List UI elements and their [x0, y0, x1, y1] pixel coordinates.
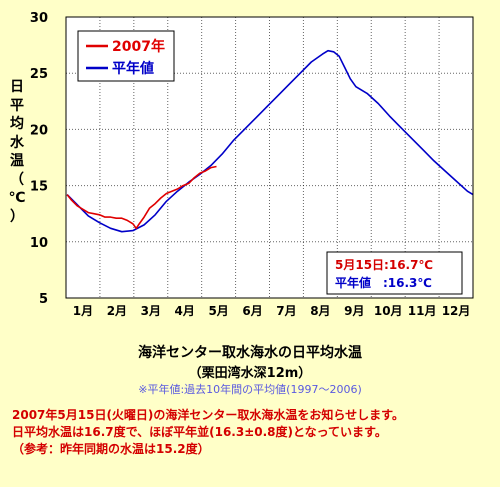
legend-box [77, 30, 175, 82]
notice-line: 日平均水温は16.7度で、ほぼ平年並(16.3±0.8度)となっています。 [12, 425, 387, 439]
y-tick-label: 10 [30, 236, 48, 251]
x-tick-label: 12月 [442, 304, 471, 318]
series-line [66, 165, 217, 230]
x-tick-label: 1月 [73, 304, 93, 318]
notice-text: 2007年5月15日(火曜日)の海洋センター取水海水温をお知らせします。 日平均… [12, 407, 498, 458]
notice-line: （参考：昨年同期の水温は15.2度） [12, 442, 210, 456]
legend-label: 平年値 [112, 60, 154, 77]
y-axis-label-char: ℃ [8, 190, 26, 206]
water-temperature-chart: 5 10 15 20 25 30 1月 2月 3月 4月 5月 6月 7月 8月 9月 10月 11月 12月 20… [30, 11, 474, 318]
infobox [326, 251, 463, 295]
chart-title: 海洋センター取水海水の日平均水温 [138, 345, 362, 361]
y-axis-label-char: ） [10, 208, 24, 225]
notice-line: 2007年5月15日(火曜日)の海洋センター取水海水温をお知らせします。 [12, 408, 404, 422]
y-axis-label-char: 温 [10, 153, 24, 169]
y-tick-label: 30 [30, 11, 48, 26]
y-axis-label-char: 平 [10, 97, 24, 114]
x-tick-label: 8月 [310, 304, 330, 318]
x-tick-label: 9月 [344, 304, 364, 318]
infobox-normal: 平年値 :16.3℃ [335, 275, 432, 290]
x-tick-label: 2月 [107, 304, 127, 318]
y-tick-label: 20 [30, 123, 48, 138]
infobox-current: 5月15日:16.7℃ [335, 258, 433, 272]
plot-frame [65, 16, 474, 299]
x-tick-label: 3月 [141, 304, 161, 318]
chart-footnote: ※平年値:過去10年間の平均値(1997～2006) [138, 383, 362, 396]
x-tick-label: 11月 [408, 304, 437, 318]
y-axis-label-char: （ [10, 171, 24, 188]
y-tick-label: 25 [30, 67, 48, 82]
x-tick-label: 10月 [374, 304, 403, 318]
series-line [66, 49, 474, 233]
y-tick-label: 15 [30, 180, 48, 195]
x-tick-label: 4月 [175, 304, 195, 318]
x-tick-label: 7月 [276, 304, 296, 318]
x-tick-label: 6月 [242, 304, 262, 318]
x-tick-label: 5月 [208, 304, 228, 318]
y-axis-label-char: 日 [10, 79, 24, 95]
y-axis-label: 日平均水温 （ ℃ ） [8, 78, 26, 226]
y-axis-label-char: 水 [10, 134, 24, 151]
legend-label: 2007年 [112, 38, 165, 55]
chart-subtitle: （栗田湾水深12m） [188, 366, 312, 381]
y-axis-label-char: 均 [10, 116, 24, 132]
y-tick-label: 5 [39, 292, 48, 307]
